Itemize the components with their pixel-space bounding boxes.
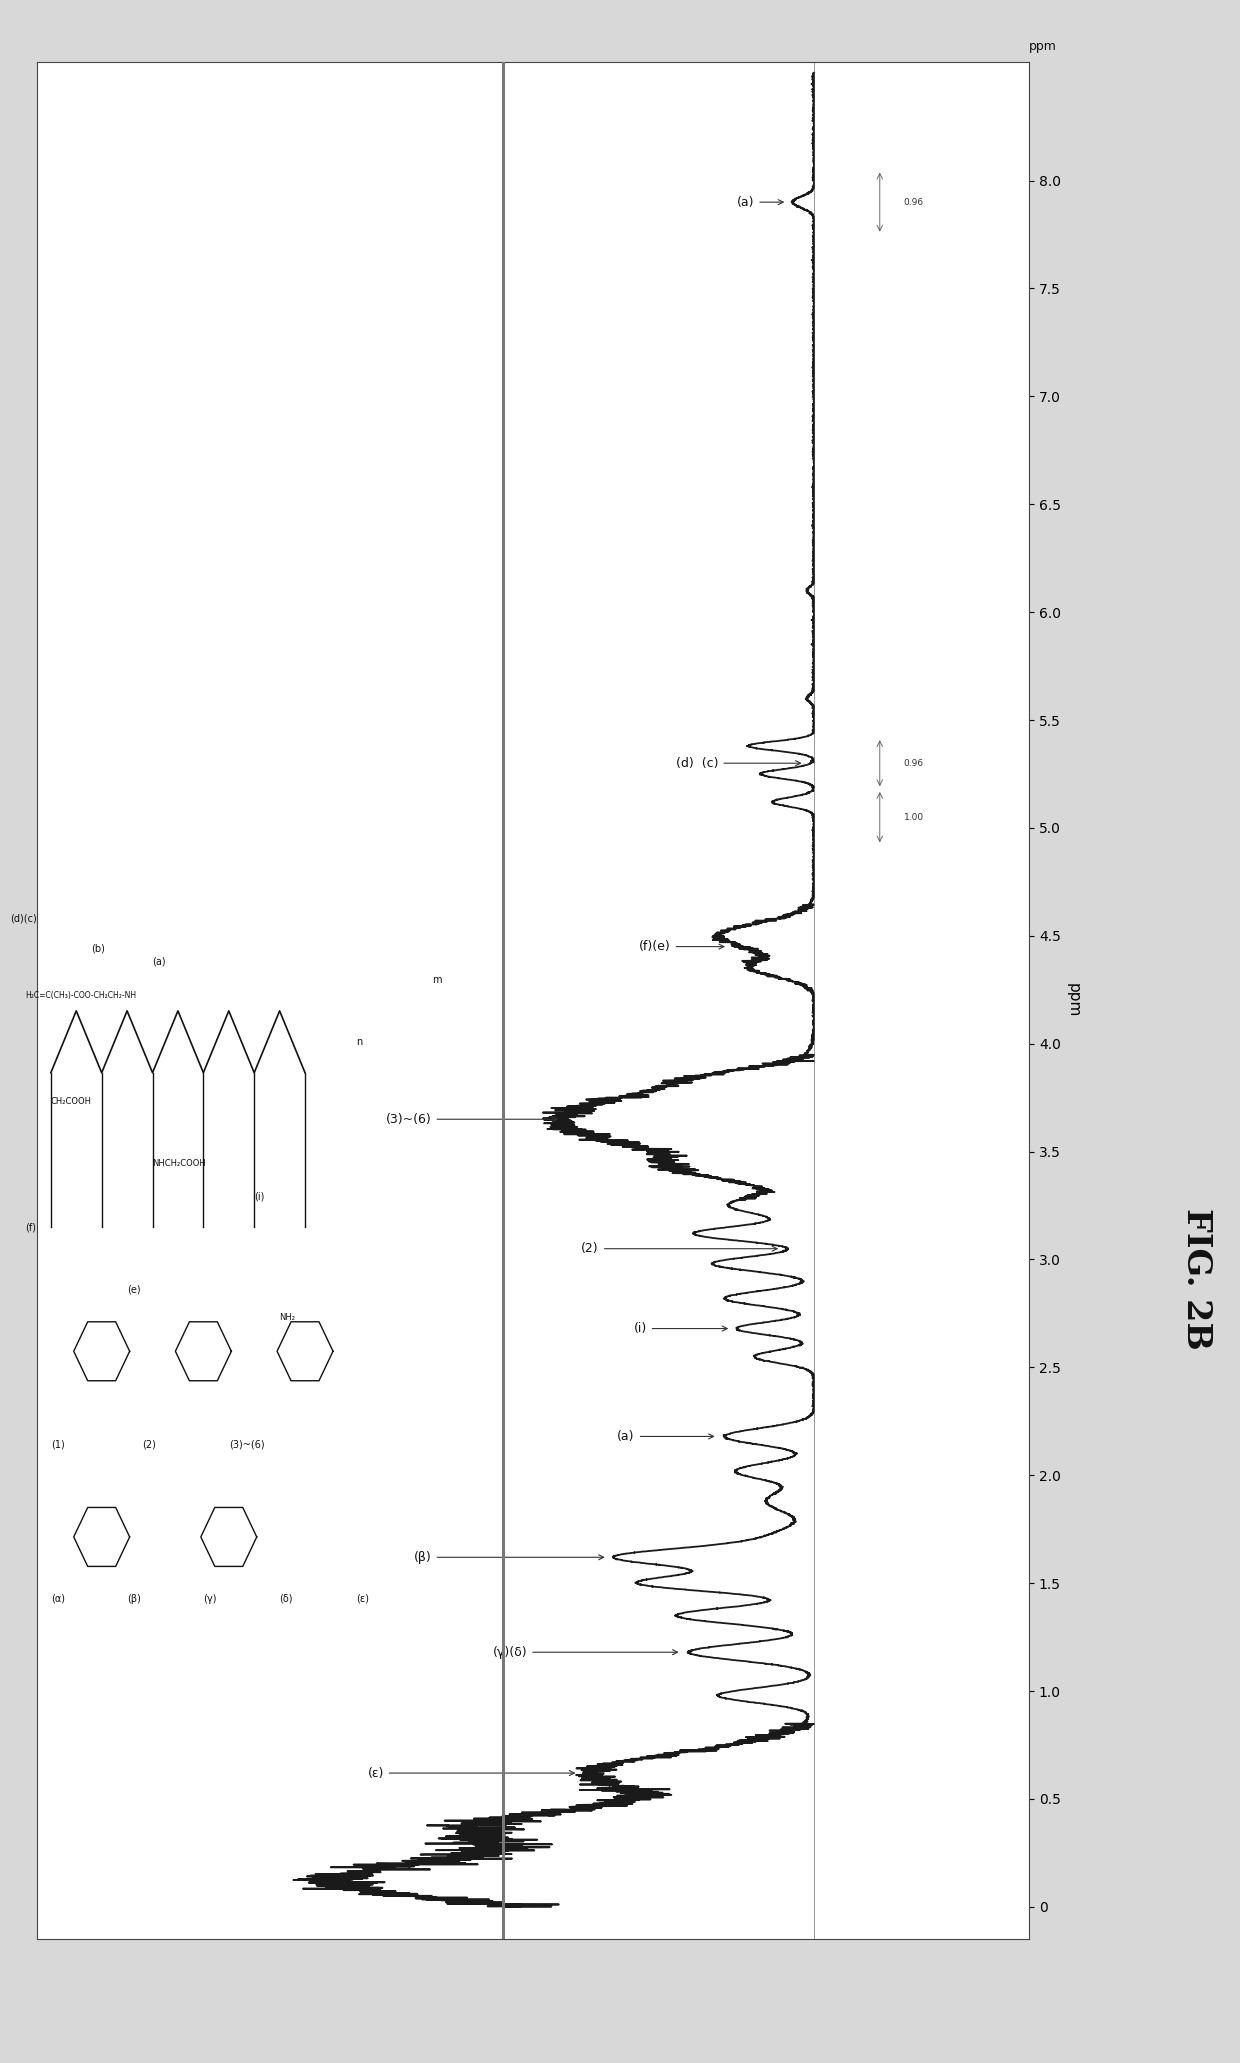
Text: 1.00: 1.00	[904, 813, 924, 821]
Text: ppm: ppm	[1029, 39, 1056, 52]
Text: (γ): (γ)	[203, 1595, 217, 1603]
Text: H₂C=C(CH₃)-COO-CH₂CH₂-NH: H₂C=C(CH₃)-COO-CH₂CH₂-NH	[25, 992, 136, 1001]
Text: (b): (b)	[92, 945, 105, 953]
Text: (d)(c): (d)(c)	[10, 914, 37, 922]
Text: n: n	[356, 1038, 362, 1046]
Text: (1): (1)	[51, 1440, 64, 1448]
Text: (ε): (ε)	[367, 1766, 574, 1780]
Text: (d)  (c): (d) (c)	[676, 757, 801, 769]
Text: (3)~(6): (3)~(6)	[229, 1440, 264, 1448]
Text: (a): (a)	[737, 196, 784, 208]
Text: (e): (e)	[128, 1285, 140, 1294]
Text: CH₂COOH: CH₂COOH	[51, 1098, 92, 1106]
Text: 0.96: 0.96	[904, 759, 924, 767]
Text: (δ): (δ)	[280, 1595, 293, 1603]
Text: (f)(e): (f)(e)	[639, 941, 724, 953]
Text: (i): (i)	[634, 1322, 727, 1335]
Text: (2): (2)	[582, 1242, 777, 1254]
Text: NHCH₂COOH: NHCH₂COOH	[153, 1159, 206, 1168]
Text: FIG. 2B: FIG. 2B	[1180, 1209, 1213, 1349]
Text: (i): (i)	[254, 1192, 264, 1201]
Y-axis label: ppm: ppm	[1065, 984, 1080, 1017]
Text: (f): (f)	[25, 1223, 36, 1232]
Text: (γ)(δ): (γ)(δ)	[492, 1646, 677, 1659]
Text: NH₂: NH₂	[280, 1314, 295, 1322]
Text: (β): (β)	[414, 1551, 604, 1564]
Text: m: m	[433, 976, 441, 984]
Text: (a): (a)	[153, 957, 166, 965]
Text: (2): (2)	[143, 1440, 156, 1448]
Text: (ε): (ε)	[356, 1595, 368, 1603]
Text: (3)~(6): (3)~(6)	[386, 1112, 557, 1126]
Text: (a): (a)	[618, 1430, 714, 1442]
Text: (α): (α)	[51, 1595, 64, 1603]
Text: 0.96: 0.96	[904, 198, 924, 206]
Text: (β): (β)	[128, 1595, 141, 1603]
